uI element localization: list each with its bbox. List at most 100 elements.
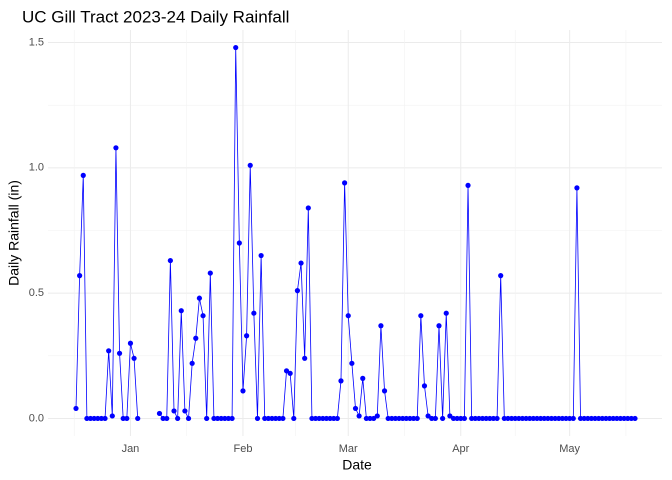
data-point <box>389 415 395 422</box>
data-point <box>106 348 112 354</box>
data-point <box>508 415 515 422</box>
data-point <box>599 415 605 422</box>
data-point <box>345 313 351 319</box>
data-point <box>588 415 595 422</box>
data-point <box>592 415 598 422</box>
data-point <box>581 415 587 422</box>
data-point <box>363 415 369 422</box>
data-point <box>211 415 217 422</box>
x-axis-title: Date <box>342 457 372 473</box>
data-point <box>614 415 620 422</box>
data-point <box>283 368 290 374</box>
data-point <box>356 413 362 419</box>
data-point <box>414 415 420 422</box>
data-point <box>454 415 460 422</box>
data-point <box>291 415 297 422</box>
data-point <box>233 44 239 51</box>
data-point <box>91 415 97 422</box>
data-point <box>124 415 130 422</box>
x-tick-label: Jan <box>122 443 140 455</box>
data-point <box>182 408 188 414</box>
data-point <box>102 415 108 422</box>
data-point <box>458 415 464 422</box>
data-point <box>567 415 573 422</box>
data-point <box>175 415 181 422</box>
data-point <box>342 180 348 186</box>
x-tick-label: Mar <box>339 443 358 455</box>
data-point <box>400 415 406 422</box>
y-axis-title: Daily Rainfall (in) <box>6 180 22 286</box>
chart-title: UC Gill Tract 2023-24 Daily Rainfall <box>22 7 289 26</box>
data-point <box>407 415 413 422</box>
data-point <box>534 415 540 422</box>
data-point <box>193 335 199 341</box>
data-point <box>563 415 569 422</box>
data-point <box>189 360 195 366</box>
data-point <box>276 415 282 422</box>
data-point <box>113 145 119 151</box>
data-point <box>556 415 562 422</box>
data-point <box>461 415 467 422</box>
data-point <box>240 388 246 394</box>
x-tick-label: May <box>559 443 580 455</box>
y-tick-label: 0.0 <box>29 412 44 424</box>
data-point <box>447 413 453 419</box>
data-point <box>302 355 308 361</box>
data-point <box>487 415 493 422</box>
data-point <box>84 415 90 422</box>
data-point <box>294 288 301 294</box>
data-point <box>258 252 264 259</box>
data-point <box>443 310 449 316</box>
data-point <box>77 273 83 279</box>
data-point <box>421 383 428 389</box>
data-point <box>204 415 210 422</box>
data-point <box>167 257 173 264</box>
data-point <box>429 415 435 422</box>
data-point <box>527 415 533 422</box>
data-line <box>75 47 635 421</box>
data-point <box>512 415 518 422</box>
data-point <box>236 240 242 246</box>
data-point <box>156 410 163 417</box>
y-tick-label: 1.5 <box>29 36 44 48</box>
data-point <box>98 415 105 422</box>
data-point <box>298 260 304 266</box>
data-point <box>312 415 319 422</box>
data-point <box>135 415 141 422</box>
data-point <box>352 405 359 412</box>
data-point <box>131 355 137 361</box>
data-point <box>327 415 333 422</box>
data-point <box>269 415 275 422</box>
data-point <box>392 415 399 422</box>
data-point <box>164 415 170 422</box>
data-point <box>494 415 500 422</box>
data-point <box>127 340 134 346</box>
data-point <box>178 308 184 314</box>
data-point <box>606 415 613 422</box>
data-point <box>360 375 366 381</box>
data-point <box>196 295 203 301</box>
data-point <box>596 415 602 422</box>
data-point <box>469 415 475 422</box>
data-point <box>185 415 192 422</box>
data-point <box>476 415 482 422</box>
data-point <box>331 415 337 422</box>
y-tick-label: 1.0 <box>29 162 44 174</box>
data-point <box>214 415 221 422</box>
data-point <box>244 333 250 339</box>
data-point <box>334 415 340 422</box>
data-point <box>80 172 86 178</box>
data-point <box>120 415 126 422</box>
data-point <box>349 360 355 366</box>
data-point <box>251 310 257 316</box>
data-point <box>505 415 511 422</box>
data-point <box>378 323 384 329</box>
data-point <box>109 413 115 419</box>
data-point <box>585 415 591 422</box>
data-point <box>280 415 286 422</box>
data-point <box>374 413 380 419</box>
data-point <box>316 415 322 422</box>
data-point <box>320 415 326 422</box>
data-point <box>95 415 101 422</box>
